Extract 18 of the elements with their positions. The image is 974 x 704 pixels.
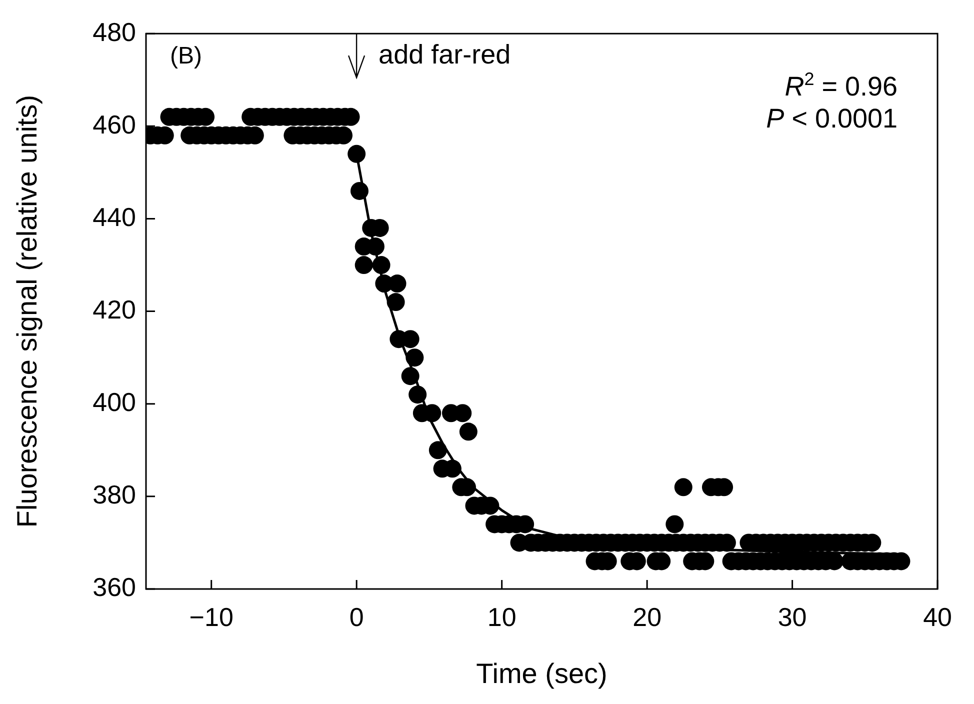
y-tick-label: 420 xyxy=(92,294,136,324)
annotation: P < 0.0001 xyxy=(766,104,898,134)
annotation: add far-red xyxy=(378,40,511,70)
y-axis-title: Fluorescence signal (relative units) xyxy=(12,94,43,528)
x-tick-label: 30 xyxy=(778,602,807,632)
y-tick-label: 460 xyxy=(92,109,136,140)
x-tick-label: 10 xyxy=(487,602,516,632)
x-axis-title: Time (sec) xyxy=(476,658,608,689)
y-tick-label: 480 xyxy=(92,16,136,47)
x-tick-label: −10 xyxy=(189,602,234,632)
x-tick-label: 0 xyxy=(349,602,364,632)
x-tick-label: 40 xyxy=(923,602,952,632)
y-tick-label: 440 xyxy=(92,202,136,232)
y-tick-label: 380 xyxy=(92,480,136,510)
x-tick-label: 20 xyxy=(632,602,662,632)
y-tick-label: 360 xyxy=(92,572,136,602)
annotation: (B) xyxy=(170,42,202,70)
y-tick-label: 400 xyxy=(92,387,136,418)
